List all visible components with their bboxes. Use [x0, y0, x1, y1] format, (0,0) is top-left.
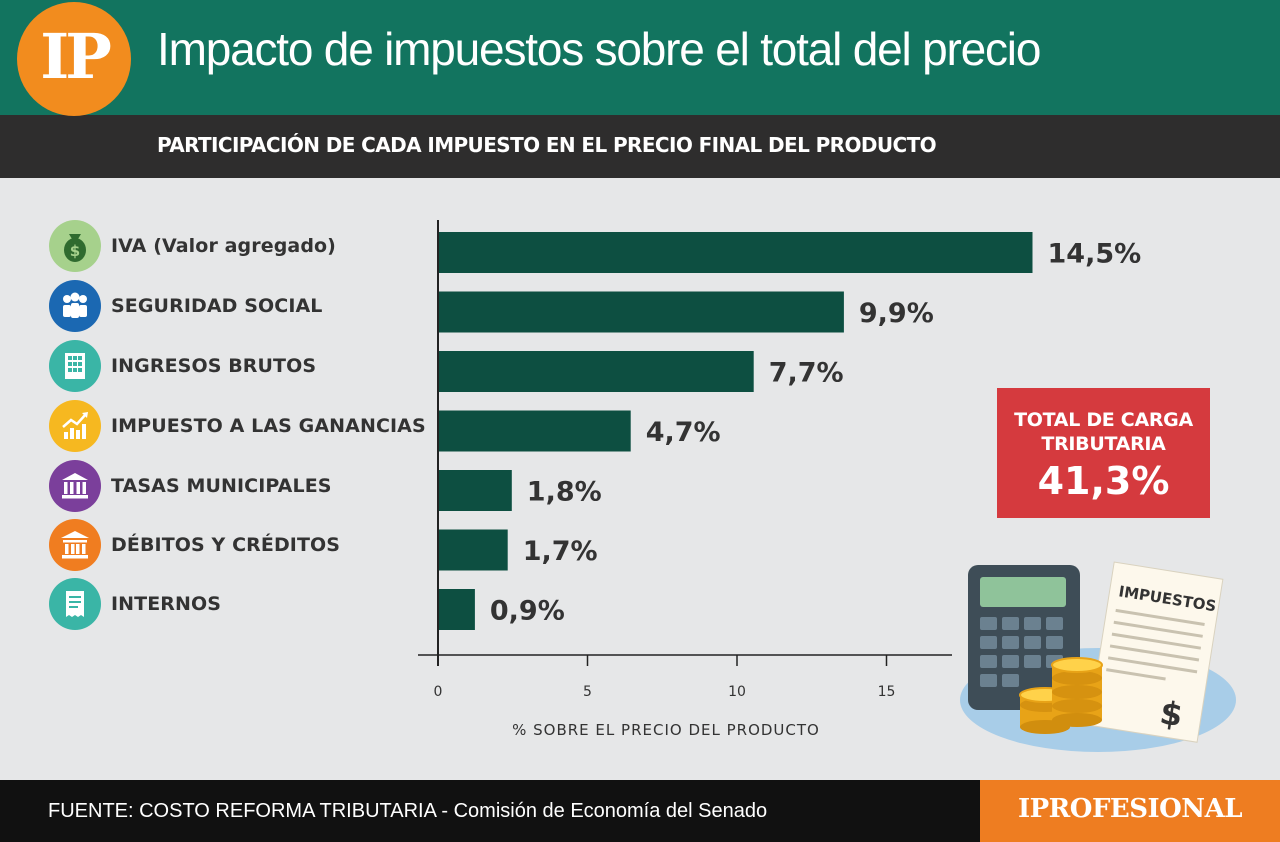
municipal-building-icon: [49, 460, 101, 512]
bar: [438, 410, 631, 452]
brand-badge: IPROFESIONAL: [980, 780, 1280, 842]
x-tick-label: 10: [728, 684, 746, 700]
category-row-ingresos-brutos: INGRESOS BRUTOS: [49, 340, 439, 392]
category-row-ganancias: IMPUESTO A LAS GANANCIAS: [49, 400, 439, 452]
growth-chart-icon: [49, 400, 101, 452]
bar-value-label: 14,5%: [1048, 239, 1142, 270]
bar: [438, 529, 508, 571]
category-label: INGRESOS BRUTOS: [111, 355, 317, 377]
bar: [438, 232, 1033, 273]
x-axis-title: % SOBRE EL PRECIO DEL PRODUCTO: [512, 721, 820, 739]
category-row-debitos-creditos: DÉBITOS Y CRÉDITOS: [49, 519, 439, 571]
chart-subtitle: PARTICIPACIÓN DE CADA IMPUESTO EN EL PRE…: [157, 133, 937, 157]
bar-value-label: 7,7%: [769, 358, 844, 389]
logo-text: IP: [40, 20, 112, 93]
coin-stack-icon: [1019, 657, 1103, 734]
bar-value-label: 4,7%: [646, 417, 721, 448]
category-label: TASAS MUNICIPALES: [111, 475, 332, 497]
category-row-tasas-municipales: TASAS MUNICIPALES: [49, 460, 439, 512]
building-icon: [49, 340, 101, 392]
total-value: 41,3%: [1037, 459, 1170, 503]
bank-icon: [49, 519, 101, 571]
source-text: FUENTE: COSTO REFORMA TRIBUTARIA - Comis…: [48, 800, 768, 822]
calculator-coins-illustration: IMPUESTOS $: [960, 561, 1236, 752]
bar-value-label: 0,9%: [490, 596, 565, 627]
x-tick-label: 0: [434, 684, 443, 700]
x-tick-label: 15: [878, 684, 896, 700]
bar: [438, 351, 754, 392]
money-bag-icon: $: [49, 220, 101, 272]
bar-value-label: 1,8%: [527, 477, 602, 508]
page-title: Impacto de impuestos sobre el total del …: [157, 23, 1041, 75]
category-label: DÉBITOS Y CRÉDITOS: [111, 534, 341, 556]
footer-bar: FUENTE: COSTO REFORMA TRIBUTARIA - Comis…: [0, 780, 1280, 842]
brand-name: IPROFESIONAL: [1017, 794, 1243, 824]
bar: [438, 589, 475, 630]
total-tax-box: TOTAL DE CARGA TRIBUTARIA 41,3%: [997, 388, 1210, 518]
subtitle-bar: [0, 115, 1280, 178]
category-row-iva: $ IVA (Valor agregado): [49, 220, 439, 272]
category-label: INTERNOS: [111, 593, 222, 615]
category-label: SEGURIDAD SOCIAL: [111, 295, 323, 317]
category-row-internos: INTERNOS: [49, 578, 439, 630]
tax-document-icon: IMPUESTOS $: [1087, 561, 1224, 743]
bar-value-label: 1,7%: [523, 536, 598, 567]
category-label: IMPUESTO A LAS GANANCIAS: [111, 415, 426, 437]
x-tick-label: 5: [583, 684, 592, 700]
bar: [438, 291, 844, 333]
ip-logo: IP: [17, 2, 131, 116]
category-row-seguridad-social: SEGURIDAD SOCIAL: [49, 280, 439, 332]
bar-value-label: 9,9%: [859, 298, 934, 329]
header-bar: [0, 0, 1280, 115]
category-label: IVA (Valor agregado): [111, 235, 336, 257]
total-label: TOTAL DE CARGA TRIBUTARIA: [1014, 409, 1193, 455]
receipt-icon: [49, 578, 101, 630]
svg-text:$: $: [70, 242, 80, 260]
bar: [438, 470, 512, 511]
people-icon: [49, 280, 101, 332]
